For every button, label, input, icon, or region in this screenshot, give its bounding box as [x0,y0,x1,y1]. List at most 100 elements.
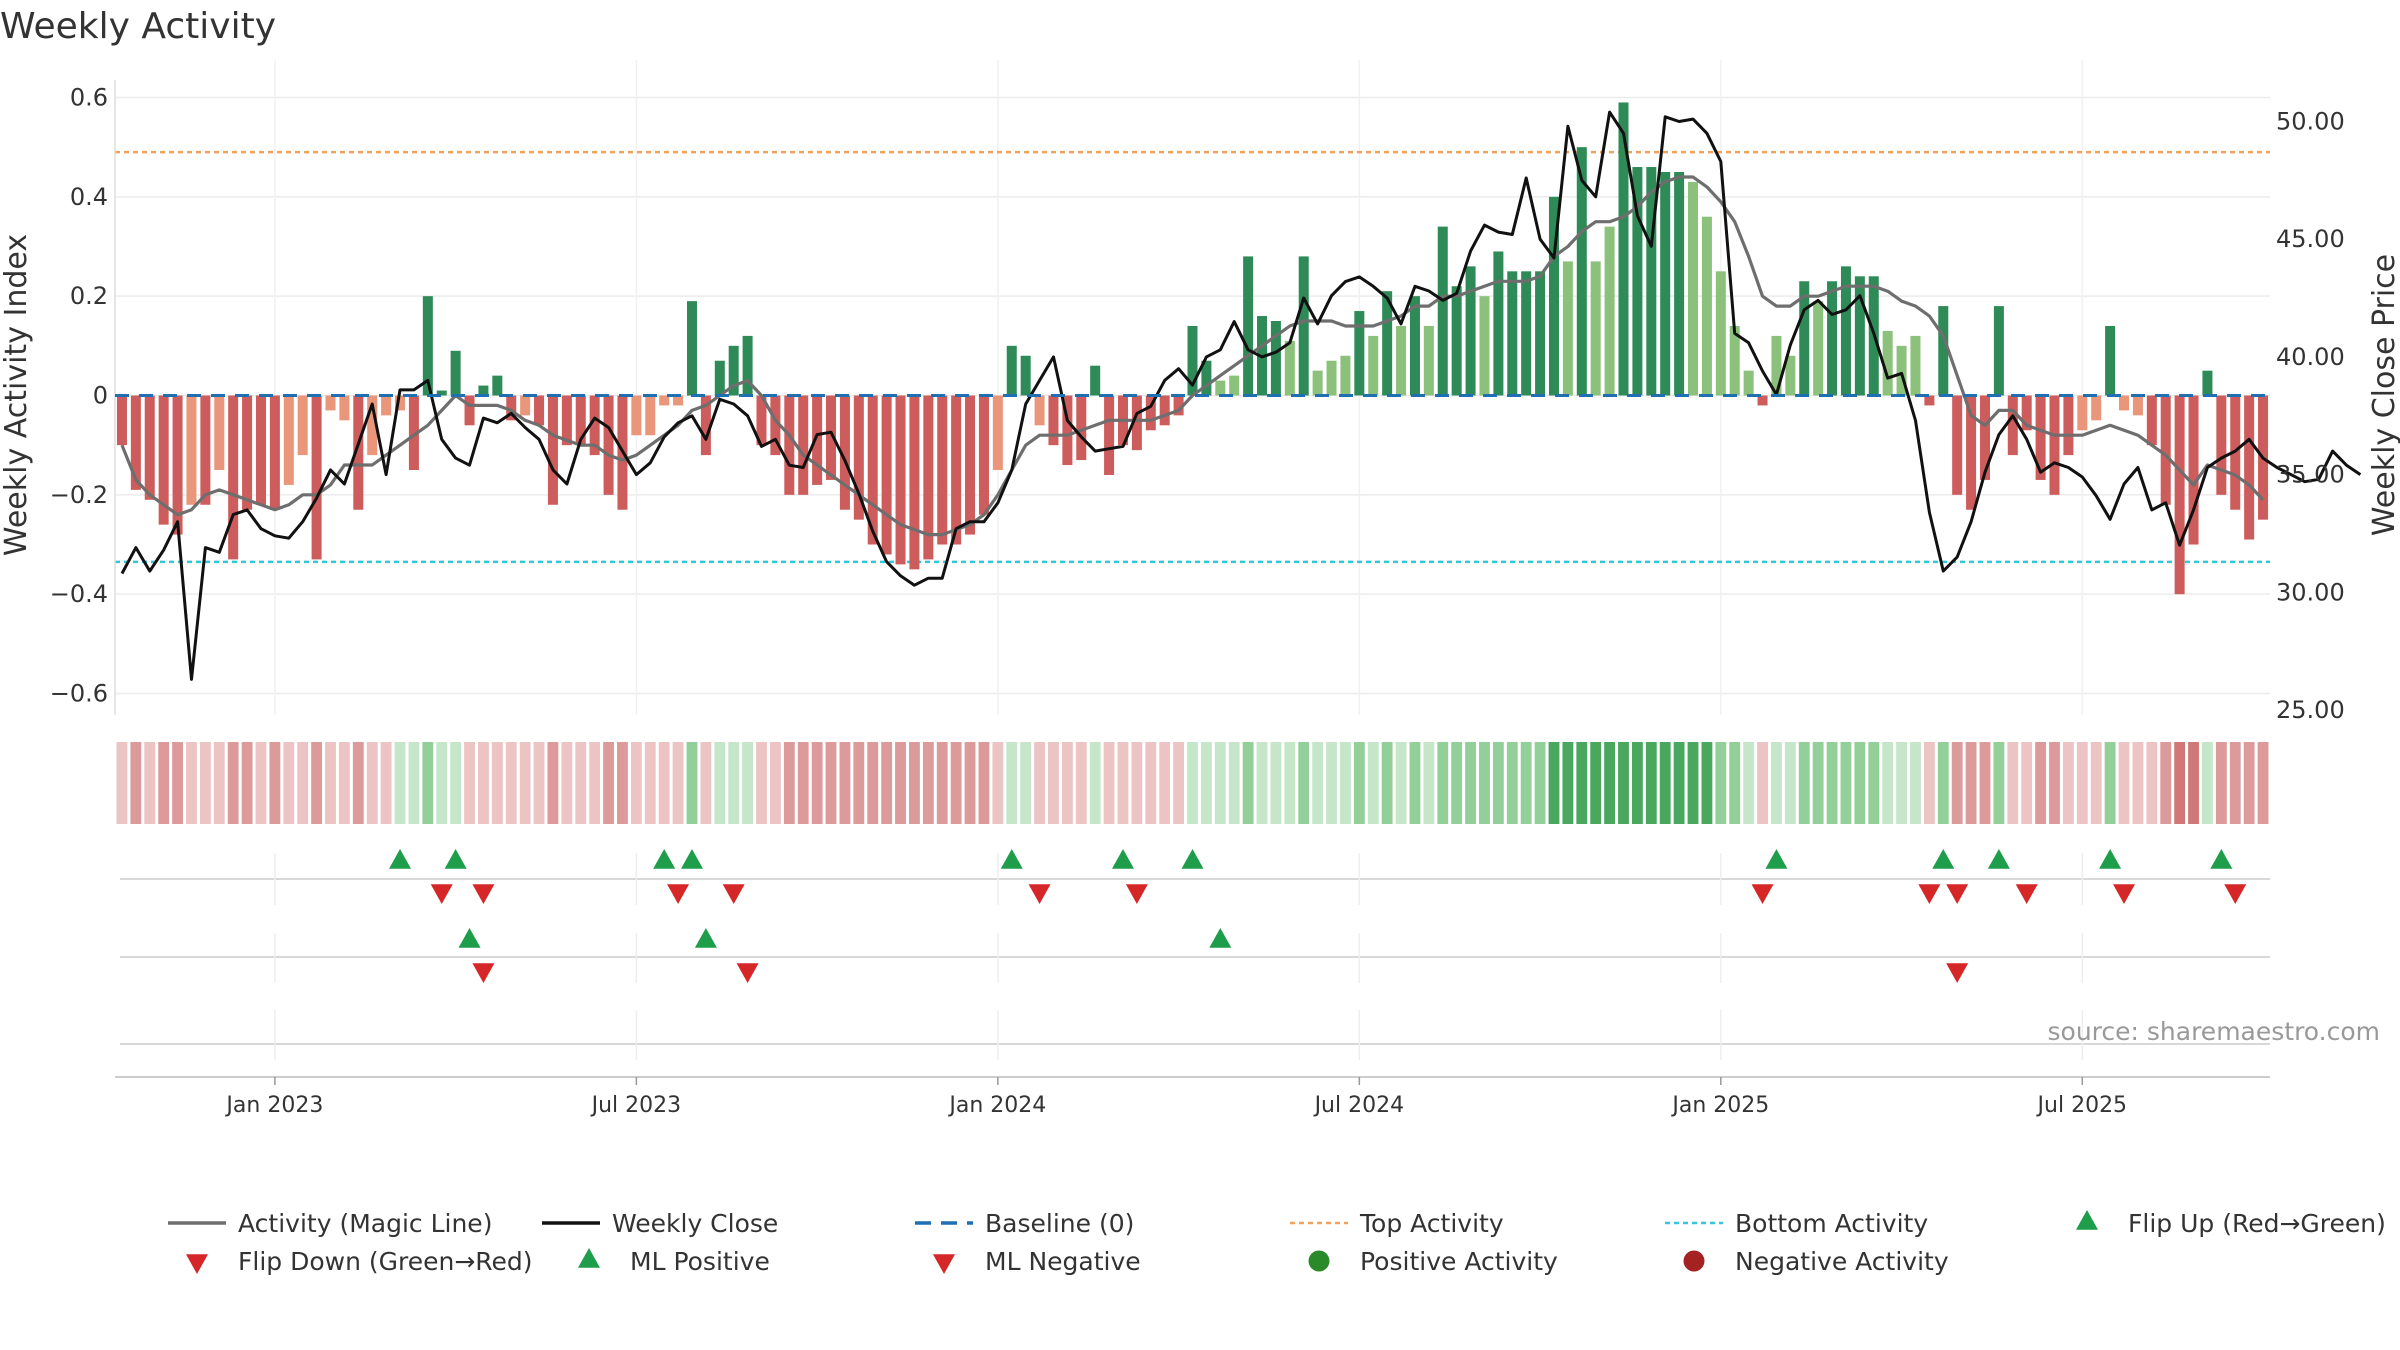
ml-positive-marker [1209,928,1232,948]
flip-down-marker [1751,884,1774,904]
activity-bar [1952,395,1963,495]
y-axis-label: Weekly Activity Index [0,234,34,556]
activity-bar [2049,395,2060,495]
activity-bar [1632,167,1643,396]
heat-cell [1812,742,1824,824]
activity-bar [1284,340,1295,396]
activity-bar [1187,325,1198,396]
heat-cell [1270,742,1282,824]
legend-label: Positive Activity [1360,1247,1558,1276]
heat-cell [853,742,865,824]
heat-cell [297,742,309,824]
heat-cell [825,742,837,824]
heat-cell [839,742,851,824]
y2-axis-label: Weekly Close Price [2367,254,2400,536]
activity-bar [2035,395,2046,480]
activity-heat-strip [116,742,2269,824]
heat-cell [2229,742,2241,824]
heat-cell [2021,742,2033,824]
heat-cell [2076,742,2088,824]
heat-cell [2215,742,2227,824]
activity-bar [1465,266,1476,396]
flip-up-marker [1000,849,1023,869]
heat-cell [505,742,517,824]
heat-cell [2007,742,2019,824]
activity-bar [353,395,364,510]
activity-bar [1312,370,1323,396]
activity-bar [1006,345,1017,396]
flip-down-marker [1028,884,1051,904]
activity-bar [311,395,322,560]
y-tick-label: −0.6 [50,680,108,708]
activity-bar [2188,395,2199,545]
y-tick-label: 0.2 [70,282,108,310]
y-tick-label: 0.6 [70,83,108,111]
activity-bar [186,395,197,505]
heat-cell [922,742,934,824]
heat-cell [881,742,893,824]
legend-item: Flip Down (Green→Red) [186,1247,533,1276]
heat-cell [1409,742,1421,824]
activity-bar [673,395,684,406]
activity-bar [200,395,211,505]
activity-bar [1562,261,1573,396]
heat-cell [1576,742,1588,824]
ml-negative-marker [472,963,495,983]
weekly-close-line [120,110,2362,681]
activity-bar [269,395,280,510]
activity-bar [1270,321,1281,396]
legend-item: Flip Up (Red→Green) [2076,1209,2386,1238]
heat-cell [1548,742,1560,824]
activity-bar [506,395,517,421]
activity-bar [1368,335,1379,396]
heat-cell [1784,742,1796,824]
heat-cell [1187,742,1198,824]
activity-bar [895,395,906,565]
heat-cell [1228,742,1240,824]
heat-cell [144,742,156,824]
heat-cell [1159,742,1171,824]
heat-cell [1520,742,1532,824]
legend-item: Activity (Magic Line) [168,1209,492,1238]
activity-bar [826,395,837,480]
magic-line [120,175,2265,537]
activity-bar [492,375,503,396]
reference-lines [115,150,2270,564]
heat-cell [1631,742,1643,824]
legend-label: Flip Down (Green→Red) [238,1247,533,1276]
activity-bar [214,395,225,470]
heat-cell [227,742,239,824]
heat-cell [1117,742,1129,824]
activity-bar [1076,395,1087,461]
legend-swatch [186,1254,208,1274]
legend-item: ML Positive [578,1247,770,1276]
heat-cell [2035,742,2047,824]
heat-cell [1367,742,1379,824]
heat-cell [1326,742,1337,824]
heat-cell [2243,742,2255,824]
activity-bar [1493,251,1504,396]
legend-swatch [1683,1250,1705,1272]
heat-cell [2049,742,2060,824]
heat-cell [478,742,489,824]
flip-down-marker [2015,884,2038,904]
flip-up-marker [444,849,467,869]
heat-cell [186,742,197,824]
activity-bar [1827,281,1838,396]
activity-bar [867,395,878,545]
activity-bar [116,395,127,446]
heat-cell [1020,742,1032,824]
heat-cell [1479,742,1490,824]
heat-cell [756,742,767,824]
activity-bar [422,296,433,396]
legend-item: ML Negative [933,1247,1141,1276]
activity-bar [714,360,725,396]
heat-cell [1673,742,1685,824]
heat-cell [269,742,281,824]
y2-tick-label: 35.00 [2276,461,2345,489]
activity-bar [1048,395,1059,446]
activity-bar [603,395,614,495]
heat-cell [533,742,545,824]
heat-cell [1395,742,1407,824]
heat-cell [2132,742,2144,824]
